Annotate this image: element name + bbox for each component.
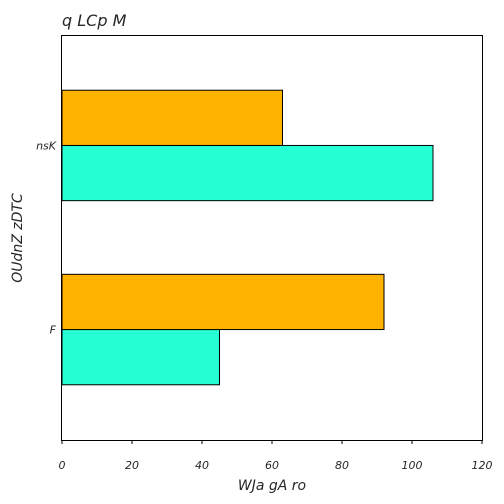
x-tick-label: 80 xyxy=(335,459,349,472)
bar-series2-nsk xyxy=(61,89,283,146)
bar-series2-f xyxy=(61,273,385,331)
bars-group xyxy=(61,89,434,386)
x-tick-label: 0 xyxy=(59,459,66,472)
x-tick-label: 40 xyxy=(195,459,209,472)
y-tick-label: nsK xyxy=(36,139,57,152)
x-tick-label: 20 xyxy=(125,459,139,472)
bar-series1-f xyxy=(61,329,220,386)
x-axis-ticks: 0 20 40 60 80 100 120 xyxy=(59,440,493,472)
chart-title: q LCp M xyxy=(62,11,127,30)
bar-series1-nsk xyxy=(61,144,434,202)
y-tick-label: F xyxy=(50,324,57,337)
x-axis-label: WJa gA ro xyxy=(238,478,306,494)
x-tick-label: 120 xyxy=(472,459,493,472)
x-tick-label: 60 xyxy=(265,459,279,472)
y-axis-label: OUdnZ zDTC xyxy=(10,193,26,283)
x-tick-label: 100 xyxy=(402,459,423,472)
